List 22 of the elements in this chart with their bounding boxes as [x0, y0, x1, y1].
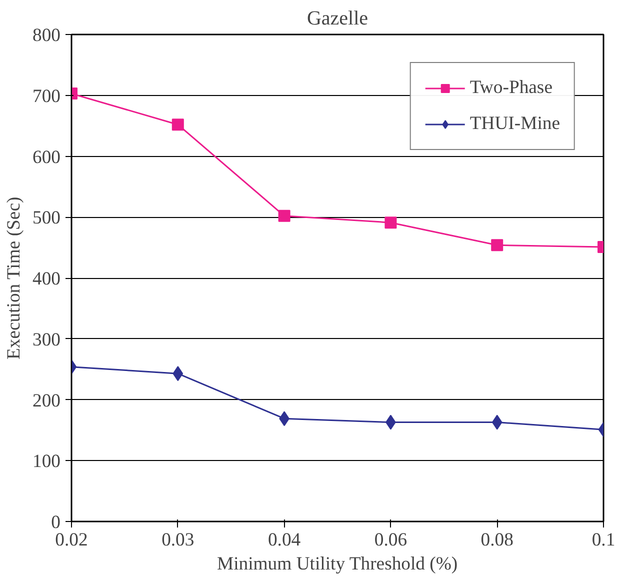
x-tick-label: 0.08 — [480, 530, 514, 550]
x-tick-label: 0.06 — [374, 530, 408, 550]
point — [492, 414, 502, 430]
legend-label: Two-Phase — [470, 77, 552, 99]
y-tick-label: 100 — [32, 451, 60, 472]
y-tick-label: 300 — [32, 329, 60, 350]
y-tick-label: 400 — [32, 268, 60, 290]
legend-label: THUI-Mine — [470, 113, 560, 135]
chart-title: Gazelle — [306, 8, 368, 30]
y-tick-label: 200 — [32, 390, 60, 412]
x-tick-label: 0.1 — [592, 530, 616, 550]
y-tick-label: 600 — [32, 146, 60, 168]
point — [384, 216, 397, 229]
y-tick-label: 500 — [32, 208, 60, 229]
x-tick-label: 0.04 — [268, 530, 302, 550]
point — [172, 366, 184, 382]
x-tick-label: 0.03 — [162, 530, 194, 550]
y-tick-label: 800 — [32, 25, 60, 46]
y-tick-label: 700 — [32, 86, 60, 107]
x-axis-title: Minimum Utility Threshold (%) — [217, 554, 458, 574]
point — [278, 210, 290, 222]
y-axis-title: Execution Time (Sec) — [4, 196, 25, 360]
